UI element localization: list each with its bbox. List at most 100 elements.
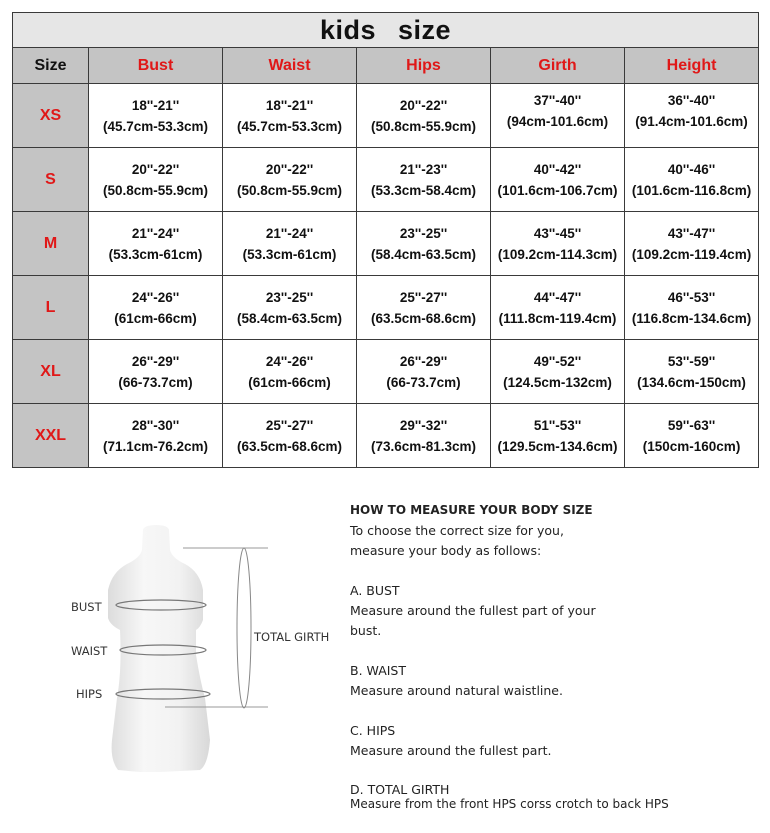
cm-value: (91.4cm-101.6cm) — [635, 113, 748, 129]
inches-value: 26''-29'' — [399, 353, 448, 369]
header-hips: Hips — [356, 47, 491, 84]
inches-value: 29''-32'' — [399, 417, 448, 433]
measurement-cell: 43''-47'' (109.2cm-119.4cm) — [623, 211, 760, 276]
hips-section-title: C. HIPS — [350, 723, 396, 738]
measurement-cell: 53''-59'' (134.6cm-150cm) — [623, 339, 760, 404]
size-label: XS — [12, 83, 89, 148]
cm-value: (45.7cm-53.3cm) — [236, 118, 343, 134]
measurement-cell: 24''-26'' (61cm-66cm) — [88, 275, 223, 340]
hips-ellipse — [115, 688, 211, 700]
table-row: XXL 28''-30'' (71.1cm-76.2cm) 25''-27'' (63.… — [12, 403, 760, 468]
cm-value: (53.3cm-58.4cm) — [370, 182, 477, 198]
cm-value: (73.6cm-81.3cm) — [370, 438, 477, 454]
inches-value: 20''-22'' — [399, 97, 448, 113]
cm-value: (116.8cm-134.6cm) — [631, 310, 752, 326]
size-label: XXL — [12, 403, 89, 468]
cm-value: (45.7cm-53.3cm) — [102, 118, 209, 134]
waist-section-text: Measure around natural waistline. — [350, 683, 563, 698]
measurement-cell: 59''-63'' (150cm-160cm) — [623, 403, 760, 468]
header-size: Size — [12, 47, 89, 84]
table-row: XL 26''-29'' (66-73.7cm) 24''-26'' (61cm-66c… — [12, 339, 760, 404]
inches-value: 23''-25'' — [265, 289, 314, 305]
measurement-cell: 18''-21'' (45.7cm-53.3cm) — [222, 83, 357, 148]
bust-section-title: A. BUST — [350, 583, 400, 598]
table-row: L 24''-26'' (61cm-66cm) 23''-25'' (58.4cm-63… — [12, 275, 760, 340]
cm-value: (129.5cm-134.6cm) — [497, 438, 618, 454]
cm-value: (53.3cm-61cm) — [242, 246, 337, 262]
header-row: Size Bust Waist Hips Girth Height — [12, 47, 760, 84]
inches-value: 51''-53'' — [533, 417, 582, 433]
cm-value: (63.5cm-68.6cm) — [370, 310, 477, 326]
hips-label: HIPS — [76, 687, 103, 701]
measurement-cell: 40''-46'' (101.6cm-116.8cm) — [623, 147, 760, 212]
bust-label: BUST — [71, 600, 102, 614]
inches-value: 26''-29'' — [131, 353, 180, 369]
cm-value: (50.8cm-55.9cm) — [236, 182, 343, 198]
total-girth-label: TOTAL GIRTH — [254, 630, 330, 644]
bust-ellipse — [115, 599, 207, 611]
cm-value: (61cm-66cm) — [114, 310, 197, 326]
header-girth: Girth — [490, 47, 625, 84]
girth-section-title: D. TOTAL GIRTH — [350, 782, 450, 797]
girth-section-text: Measure from the front HPS corss crotch … — [350, 797, 669, 811]
cm-value: (71.1cm-76.2cm) — [102, 438, 209, 454]
inches-value: 43''-45'' — [533, 225, 582, 241]
cm-value: (50.8cm-55.9cm) — [102, 182, 209, 198]
table-title: kids size — [11, 12, 760, 48]
measurement-cell: 21''-23'' (53.3cm-58.4cm) — [356, 147, 491, 212]
bust-section-text-2: bust. — [350, 623, 382, 638]
inches-value: 20''-22'' — [131, 161, 180, 177]
measurement-cell: 51''-53'' (129.5cm-134.6cm) — [490, 403, 625, 468]
bust-section-text-1: Measure around the fullest part of your — [350, 603, 596, 618]
measurement-cell: 24''-26'' (61cm-66cm) — [222, 339, 357, 404]
inches-value: 24''-26'' — [265, 353, 314, 369]
table-row: XS 18''-21'' (45.7cm-53.3cm) 18''-21'' (45.7… — [12, 83, 760, 148]
inches-value: 28''-30'' — [131, 417, 180, 433]
measurement-cell: 49''-52'' (124.5cm-132cm) — [490, 339, 625, 404]
size-label: XL — [12, 339, 89, 404]
measurement-cell: 40''-42'' (101.6cm-106.7cm) — [490, 147, 625, 212]
inches-value: 46''-53'' — [667, 289, 716, 305]
hips-section-text: Measure around the fullest part. — [350, 743, 552, 758]
measurement-cell: 28''-30'' (71.1cm-76.2cm) — [88, 403, 223, 468]
mannequin-figure: BUST WAIST HIPS TOTAL GIRTH — [0, 480, 340, 833]
measurement-cell: 25''-27'' (63.5cm-68.6cm) — [356, 275, 491, 340]
measurement-cell: 25''-27'' (63.5cm-68.6cm) — [222, 403, 357, 468]
waist-ellipse — [119, 644, 207, 656]
header-waist: Waist — [222, 47, 357, 84]
cm-value: (94cm-101.6cm) — [506, 113, 609, 129]
measurement-cell: 20''-22'' (50.8cm-55.9cm) — [356, 83, 491, 148]
cm-value: (109.2cm-114.3cm) — [497, 246, 618, 262]
cm-value: (109.2cm-119.4cm) — [631, 246, 752, 262]
total-girth-ellipse — [236, 547, 252, 709]
waist-section-title: B. WAIST — [350, 663, 407, 678]
cm-value: (111.8cm-119.4cm) — [498, 310, 617, 326]
guide-heading: HOW TO MEASURE YOUR BODY SIZE — [350, 503, 593, 517]
inches-value: 21''-24'' — [131, 225, 180, 241]
inches-value: 25''-27'' — [265, 417, 314, 433]
cm-value: (58.4cm-63.5cm) — [370, 246, 477, 262]
measurement-cell: 26''-29'' (66-73.7cm) — [88, 339, 223, 404]
cm-value: (53.3cm-61cm) — [108, 246, 203, 262]
inches-value: 23''-25'' — [399, 225, 448, 241]
measurement-cell: 23''-25'' (58.4cm-63.5cm) — [356, 211, 491, 276]
inches-value: 18''-21'' — [265, 97, 314, 113]
mannequin-illustration — [108, 525, 268, 772]
measurement-cell: 44''-47'' (111.8cm-119.4cm) — [490, 275, 625, 340]
inches-value: 24''-26'' — [131, 289, 180, 305]
cm-value: (63.5cm-68.6cm) — [236, 438, 343, 454]
cm-value: (150cm-160cm) — [642, 438, 741, 454]
inches-value: 20''-22'' — [265, 161, 314, 177]
mannequin-body — [108, 525, 210, 772]
inches-value: 21''-24'' — [265, 225, 314, 241]
guide-intro-2: measure your body as follows: — [350, 543, 542, 558]
guide-intro-1: To choose the correct size for you, — [350, 523, 564, 538]
inches-value: 40''-46'' — [667, 161, 716, 177]
measurement-cell: 43''-45'' (109.2cm-114.3cm) — [490, 211, 625, 276]
cm-value: (134.6cm-150cm) — [637, 374, 746, 390]
inches-value: 44''-47'' — [533, 289, 582, 305]
cm-value: (50.8cm-55.9cm) — [370, 118, 477, 134]
inches-value: 25''-27'' — [399, 289, 448, 305]
header-bust: Bust — [88, 47, 223, 84]
measurement-cell: 21''-24'' (53.3cm-61cm) — [222, 211, 357, 276]
